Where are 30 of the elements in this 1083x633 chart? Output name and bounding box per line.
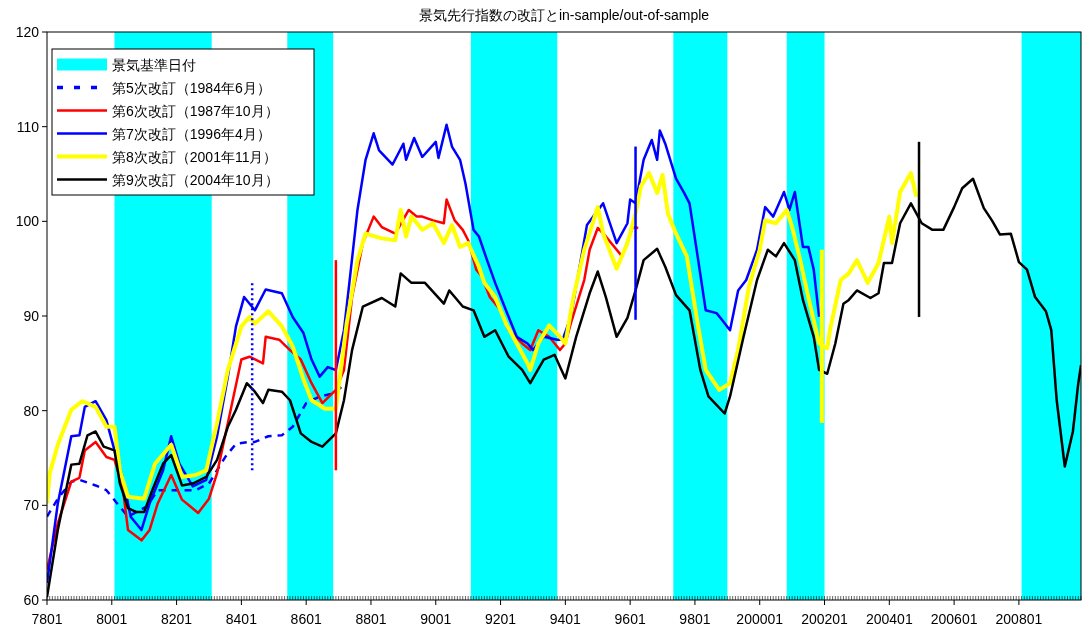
x-tick-label: 9001 bbox=[420, 611, 452, 627]
x-tick-label: 200001 bbox=[736, 611, 784, 627]
x-tick-label: 9801 bbox=[679, 611, 711, 627]
x-tick-label: 7801 bbox=[31, 611, 63, 627]
x-tick-label: 200201 bbox=[801, 611, 849, 627]
legend-label: 第8次改訂（2001年11月） bbox=[112, 148, 278, 165]
y-tick-label: 100 bbox=[15, 213, 40, 230]
y-tick-label: 60 bbox=[23, 592, 40, 608]
x-tick-label: 8601 bbox=[290, 611, 322, 627]
x-tick-label: 200801 bbox=[995, 611, 1043, 627]
y-tick-label: 90 bbox=[23, 308, 40, 324]
x-tick-label: 9401 bbox=[549, 611, 582, 627]
y-tick-label: 80 bbox=[23, 402, 40, 419]
x-tick-label: 200401 bbox=[865, 611, 913, 627]
x-tick-label: 200601 bbox=[930, 611, 978, 627]
chart-title: 景気先行指数の改訂とin-sample/out-of-sample bbox=[418, 7, 710, 23]
legend-label: 第6次改訂（1987年10月） bbox=[112, 102, 279, 119]
band-label: 景気基準日付 bbox=[112, 56, 196, 73]
y-tick-label: 70 bbox=[23, 497, 40, 514]
legend-label: 第9次改訂（2004年10月） bbox=[112, 171, 279, 188]
legend-label: 第5次改訂（1984年6月） bbox=[112, 79, 271, 96]
y-tick-label: 120 bbox=[15, 24, 40, 40]
x-tick-label: 9201 bbox=[484, 611, 517, 627]
x-tick-label: 8401 bbox=[225, 611, 258, 627]
legend-label: 第7次改訂（1996年4月） bbox=[112, 125, 271, 142]
x-tick-label: 8801 bbox=[355, 611, 387, 627]
y-tick-label: 110 bbox=[16, 118, 40, 135]
x-tick-label: 8001 bbox=[96, 611, 128, 627]
x-tick-label: 9601 bbox=[614, 611, 646, 627]
x-tick-label: 8201 bbox=[161, 611, 193, 627]
